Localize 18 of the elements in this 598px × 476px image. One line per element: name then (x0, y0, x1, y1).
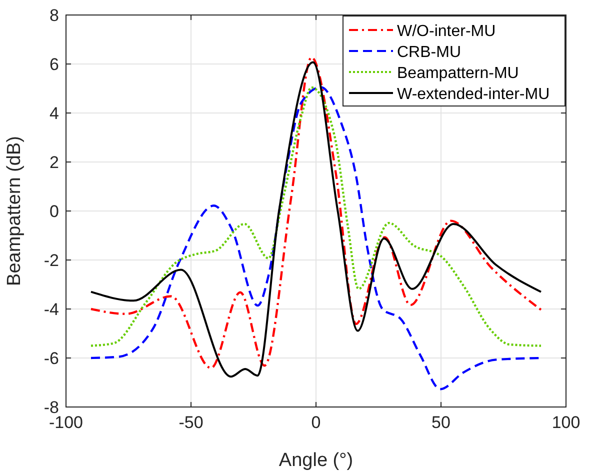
x-tick-label: -50 (178, 413, 204, 432)
legend-label: CRB-MU (397, 44, 461, 61)
y-tick-label: 6 (50, 55, 59, 74)
y-tick-label: 0 (50, 202, 59, 221)
y-tick-label: -4 (44, 300, 59, 319)
y-tick-label: 4 (50, 104, 59, 123)
y-tick-label: -6 (44, 349, 59, 368)
legend-label: Beampattern-MU (397, 65, 519, 82)
legend-label: W-extended-inter-MU (397, 86, 550, 103)
y-tick-label: 8 (50, 6, 59, 25)
y-axis-title: Beampattern (dB) (4, 136, 25, 286)
x-tick-label: 0 (311, 413, 321, 432)
y-tick-label: -2 (44, 251, 59, 270)
x-tick-label: 50 (432, 413, 450, 432)
x-axis-title: Angle (°) (278, 450, 354, 471)
x-tick-label: 100 (552, 413, 580, 432)
y-tick-label: 2 (50, 153, 59, 172)
legend-label: W/O-inter-MU (397, 23, 496, 40)
